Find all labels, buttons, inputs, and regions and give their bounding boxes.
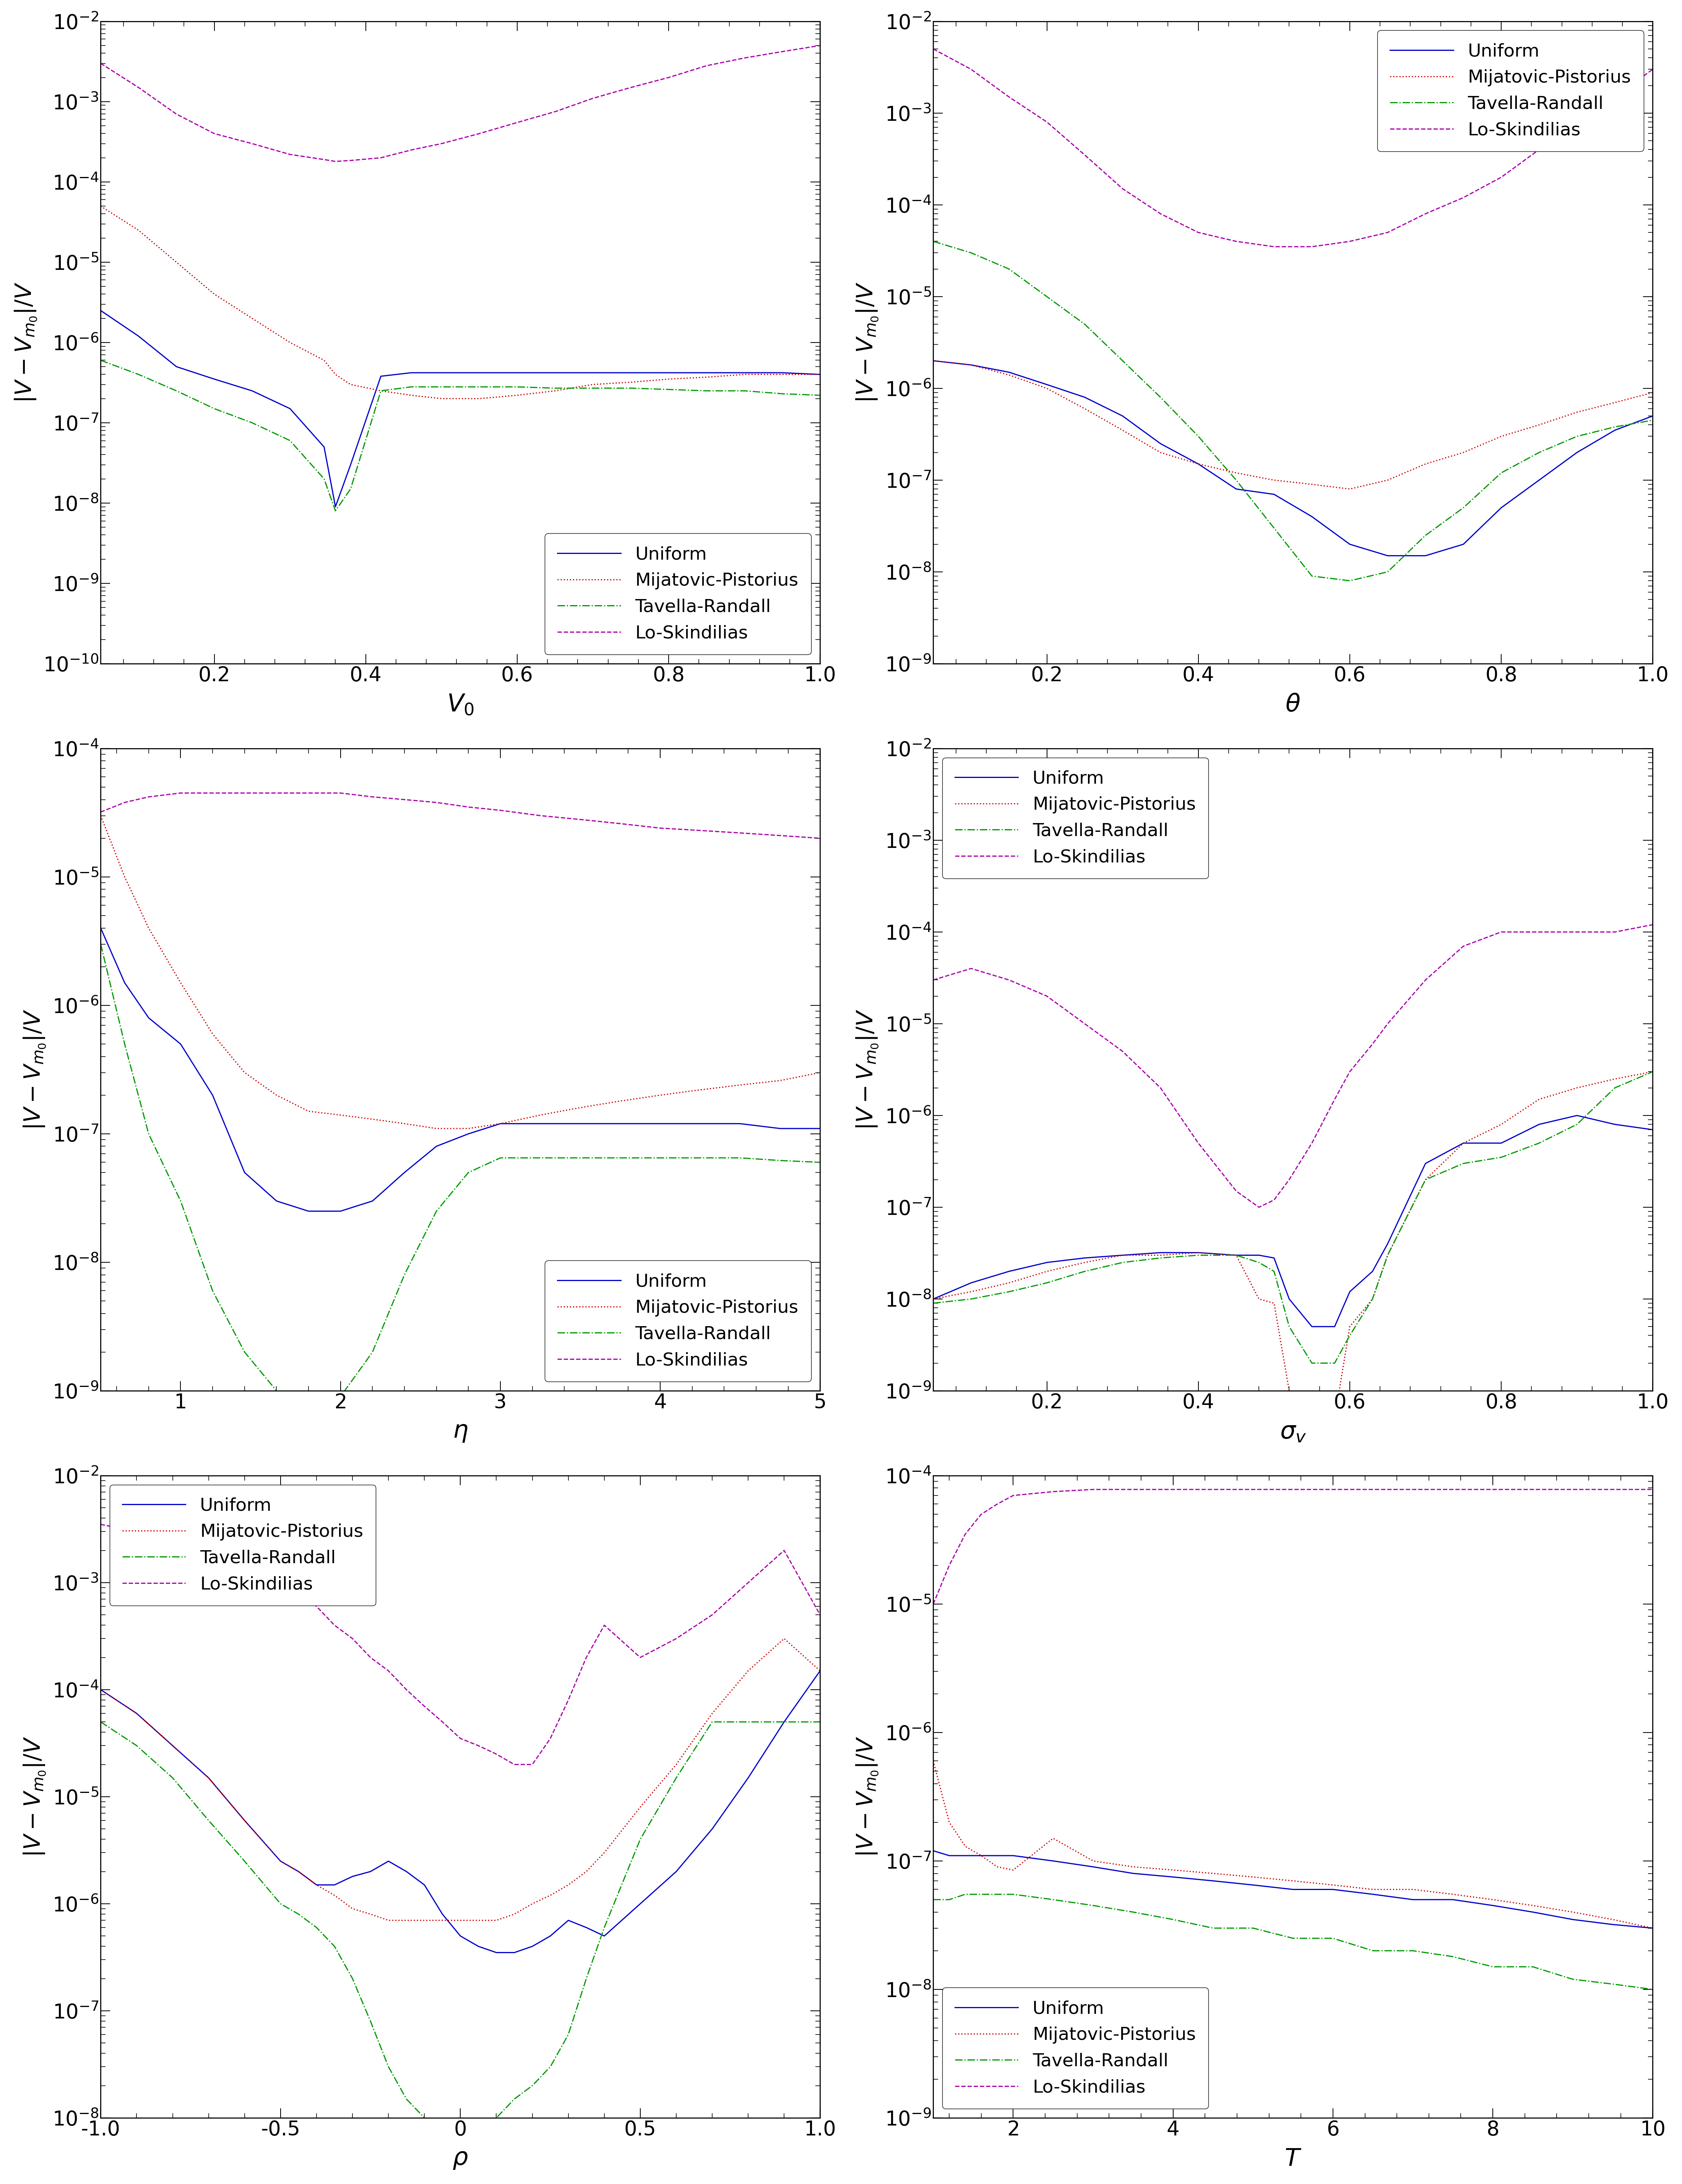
Legend: Uniform, Mijatovic-Pistorius, Tavella-Randall, Lo-Skindilias: Uniform, Mijatovic-Pistorius, Tavella-Ra…: [942, 758, 1208, 878]
X-axis label: $\sigma_v$: $\sigma_v$: [1280, 1420, 1307, 1444]
Y-axis label: $|V - V_{m_0}|/V$: $|V - V_{m_0}|/V$: [854, 1009, 880, 1129]
Legend: Uniform, Mijatovic-Pistorius, Tavella-Randall, Lo-Skindilias: Uniform, Mijatovic-Pistorius, Tavella-Ra…: [545, 1260, 811, 1382]
X-axis label: $\eta$: $\eta$: [452, 1420, 468, 1444]
Y-axis label: $|V - V_{m_0}|/V$: $|V - V_{m_0}|/V$: [854, 1736, 880, 1856]
Legend: Uniform, Mijatovic-Pistorius, Tavella-Randall, Lo-Skindilias: Uniform, Mijatovic-Pistorius, Tavella-Ra…: [1378, 31, 1643, 151]
X-axis label: $T$: $T$: [1285, 2147, 1302, 2171]
Y-axis label: $|V - V_{m_0}|/V$: $|V - V_{m_0}|/V$: [854, 282, 880, 404]
Y-axis label: $|V - V_{m_0}|/V$: $|V - V_{m_0}|/V$: [22, 1736, 47, 1856]
X-axis label: $V_0$: $V_0$: [447, 692, 474, 716]
Y-axis label: $|V - V_{m_0}|/V$: $|V - V_{m_0}|/V$: [22, 1009, 47, 1129]
X-axis label: $\rho$: $\rho$: [452, 2147, 468, 2171]
Legend: Uniform, Mijatovic-Pistorius, Tavella-Randall, Lo-Skindilias: Uniform, Mijatovic-Pistorius, Tavella-Ra…: [545, 533, 811, 655]
Legend: Uniform, Mijatovic-Pistorius, Tavella-Randall, Lo-Skindilias: Uniform, Mijatovic-Pistorius, Tavella-Ra…: [942, 1987, 1208, 2110]
Legend: Uniform, Mijatovic-Pistorius, Tavella-Randall, Lo-Skindilias: Uniform, Mijatovic-Pistorius, Tavella-Ra…: [109, 1485, 375, 1605]
X-axis label: $\theta$: $\theta$: [1285, 692, 1300, 716]
Y-axis label: $|V - V_{m_0}|/V$: $|V - V_{m_0}|/V$: [13, 282, 39, 404]
